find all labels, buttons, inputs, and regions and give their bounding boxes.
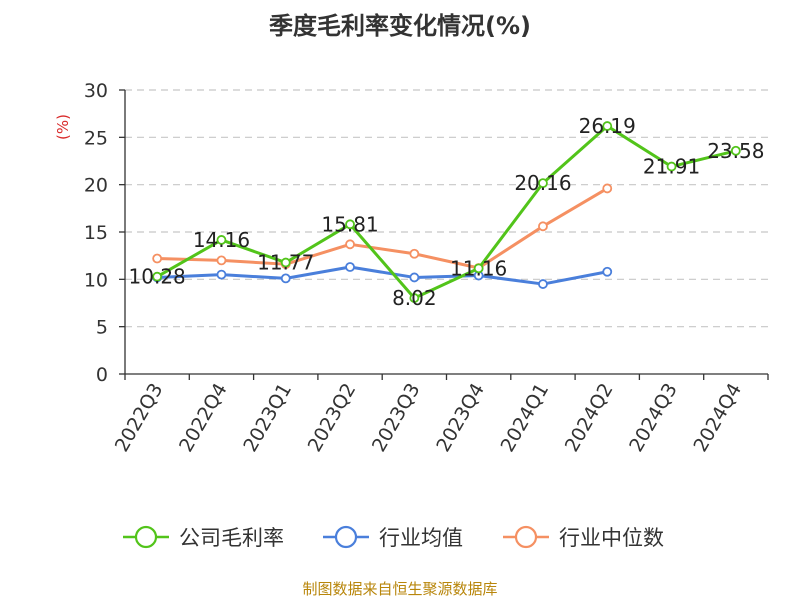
data-point[interactable] (345, 262, 355, 272)
series-line (157, 265, 608, 286)
chart-title: 季度毛利率变化情况(%) (269, 12, 531, 40)
data-point[interactable] (538, 221, 548, 232)
data-point[interactable] (538, 178, 548, 189)
y-axis: 0 5 10 15 20 25 30 (84, 80, 126, 386)
data-label: 20.16 (514, 171, 571, 195)
legend-marker (334, 525, 358, 549)
y-tick-label: 20 (84, 175, 108, 197)
legend-marker (134, 525, 158, 549)
x-tick-label: 2024Q1 (497, 380, 554, 456)
y-tick-label: 25 (84, 127, 108, 149)
data-point[interactable] (216, 235, 227, 245)
data-point[interactable] (666, 161, 677, 172)
legend-item[interactable]: 行业均值 (323, 525, 463, 550)
legend-label: 行业中位数 (559, 526, 664, 550)
x-tick-label: 2024Q2 (561, 380, 618, 456)
x-tick-label: 2022Q4 (175, 380, 232, 456)
data-label: 26.19 (579, 114, 636, 138)
data-source-note: 制图数据来自恒生聚源数据库 (302, 580, 497, 598)
legend[interactable]: 公司毛利率 行业均值 行业中位数 (123, 525, 664, 550)
x-tick-label: 2023Q3 (368, 380, 425, 456)
data-point[interactable] (730, 145, 741, 156)
y-tick-label: 10 (84, 269, 108, 291)
legend-item[interactable]: 行业中位数 (503, 525, 664, 550)
x-tick-label: 2024Q4 (689, 380, 746, 456)
data-point[interactable] (152, 253, 163, 264)
data-label: 10.28 (129, 265, 186, 289)
legend-marker (514, 525, 538, 549)
data-labels: 10.28 14.16 11.77 15.81 8.02 11.16 20.16 26.19 2… (129, 114, 765, 310)
legend-label: 行业均值 (379, 526, 463, 550)
x-axis: 2022Q3 2022Q4 2023Q1 2023Q2 2023Q3 2023Q4 2024… (111, 373, 769, 456)
data-point[interactable] (473, 263, 484, 274)
y-tick-label: 30 (84, 80, 108, 102)
series-layer (152, 121, 741, 303)
y-tick-label: 0 (96, 364, 108, 386)
data-label: 15.81 (321, 212, 378, 236)
data-point[interactable] (280, 273, 291, 284)
data-point[interactable] (152, 271, 163, 282)
data-point[interactable] (216, 255, 227, 266)
legend-label: 公司毛利率 (179, 526, 284, 550)
data-point[interactable] (602, 183, 613, 194)
data-label: 8.02 (392, 286, 437, 310)
x-tick-label: 2024Q3 (625, 380, 682, 456)
data-point[interactable] (602, 121, 613, 131)
data-point[interactable] (345, 239, 355, 250)
y-axis-unit-label: (%) (54, 114, 72, 140)
series-2 (152, 262, 613, 289)
x-tick-label: 2023Q4 (432, 380, 489, 456)
data-point[interactable] (409, 293, 420, 303)
data-label: 21.91 (643, 155, 700, 179)
x-tick-label: 2023Q2 (304, 380, 361, 456)
data-label: 11.16 (450, 256, 507, 280)
legend-item[interactable]: 公司毛利率 (123, 525, 284, 550)
data-point[interactable] (280, 257, 291, 268)
data-point[interactable] (409, 272, 420, 283)
x-tick-label: 2022Q3 (111, 380, 168, 456)
data-point[interactable] (216, 269, 227, 280)
series-1 (152, 121, 741, 303)
grid-lines (125, 89, 768, 328)
data-point[interactable] (538, 279, 548, 289)
data-point[interactable] (345, 219, 355, 230)
data-label: 23.58 (707, 139, 764, 163)
data-point[interactable] (409, 248, 420, 259)
series-line (157, 187, 609, 270)
data-label: 11.77 (257, 251, 314, 275)
series-line (156, 124, 737, 300)
y-tick-label: 15 (84, 222, 108, 244)
data-point[interactable] (602, 266, 613, 277)
y-tick-label: 5 (96, 317, 108, 339)
x-tick-label: 2023Q1 (239, 380, 296, 456)
data-label: 14.16 (193, 228, 250, 252)
